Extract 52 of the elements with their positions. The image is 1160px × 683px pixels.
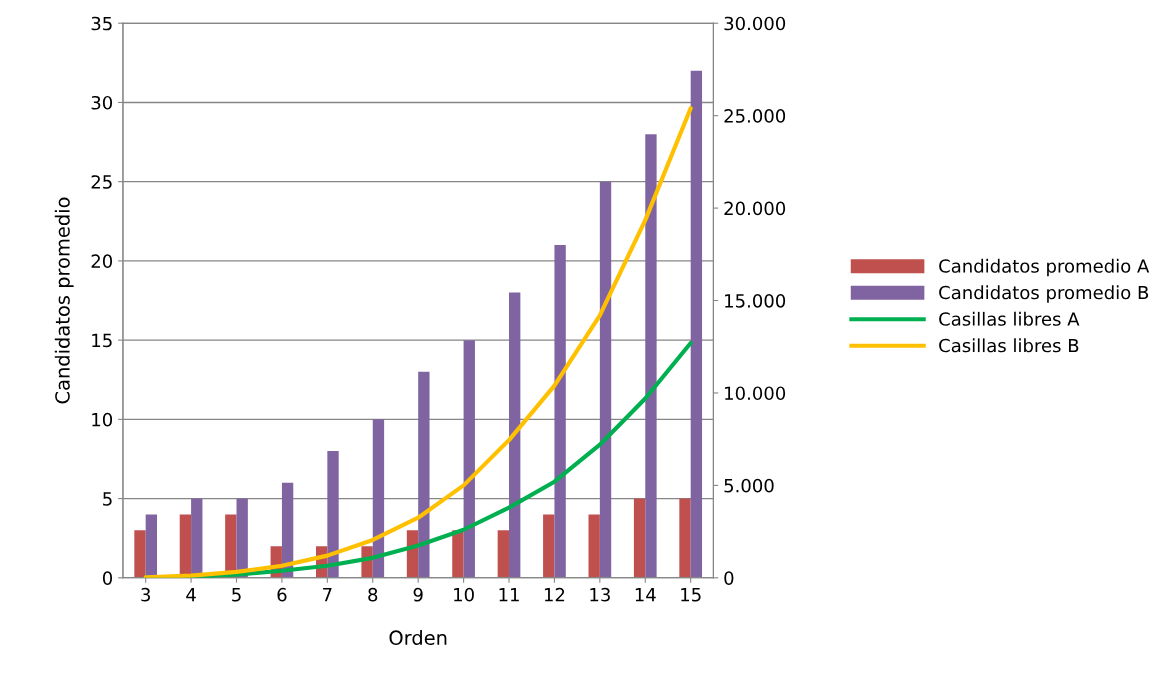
bar <box>588 514 600 578</box>
y2-tick-label: 5.000 <box>724 478 774 493</box>
x-tick-label: 15 <box>681 588 701 602</box>
bar <box>418 371 430 578</box>
y-tick-label: 0 <box>102 571 113 585</box>
y2-tick-label: 20.000 <box>724 201 786 216</box>
bar <box>599 181 612 578</box>
y-tick-label: 20 <box>91 254 113 269</box>
x-tick-label: 5 <box>232 588 241 602</box>
bar <box>463 340 475 578</box>
bar <box>679 498 691 578</box>
y-tick-label: 5 <box>103 492 112 506</box>
y2-tick-label: 15.000 <box>725 293 786 308</box>
bar <box>690 70 703 578</box>
x-tick-label: 13 <box>590 587 610 602</box>
bar <box>452 530 464 578</box>
y-tick-label: 25 <box>91 175 112 189</box>
bar <box>497 530 510 578</box>
y-axis-title: Candidatos promedio <box>54 197 74 404</box>
x-tick-label: 9 <box>413 587 423 602</box>
bar <box>543 514 555 578</box>
y2-tick-label: 0 <box>724 571 734 585</box>
y2-tick-label: 30.000 <box>724 16 786 31</box>
legend-label: Casillas libres B <box>939 338 1079 353</box>
bar <box>645 134 657 578</box>
x-axis-title: Orden <box>389 630 447 646</box>
legend-label: Casillas libres A <box>939 311 1080 326</box>
y-tick-label: 10 <box>92 412 113 427</box>
bar <box>554 245 566 578</box>
bar <box>145 514 158 578</box>
legend-label: Candidatos promedio B <box>939 285 1149 303</box>
bar <box>372 419 385 578</box>
x-tick-label: 10 <box>454 587 474 602</box>
x-tick-label: 14 <box>635 588 656 602</box>
x-tick-label: 6 <box>277 587 287 602</box>
legend-label: Candidatos promedio A <box>939 258 1150 277</box>
y-tick-label: 35 <box>91 16 112 31</box>
y-tick-label: 30 <box>91 95 113 110</box>
x-tick-label: 8 <box>368 587 378 602</box>
x-tick-label: 4 <box>186 588 196 602</box>
bar <box>327 451 339 578</box>
x-tick-label: 12 <box>544 587 565 602</box>
bar <box>509 292 521 578</box>
bar <box>633 498 646 578</box>
bar <box>134 530 146 578</box>
x-tick-label: 11 <box>499 588 519 602</box>
x-tick-label: 3 <box>141 587 150 602</box>
x-tick-label: 7 <box>323 588 332 602</box>
line-series <box>143 106 693 578</box>
y2-tick-label: 25.000 <box>724 109 786 123</box>
y-tick-label: 15 <box>92 333 112 348</box>
y2-tick-label: 10.000 <box>725 386 786 401</box>
